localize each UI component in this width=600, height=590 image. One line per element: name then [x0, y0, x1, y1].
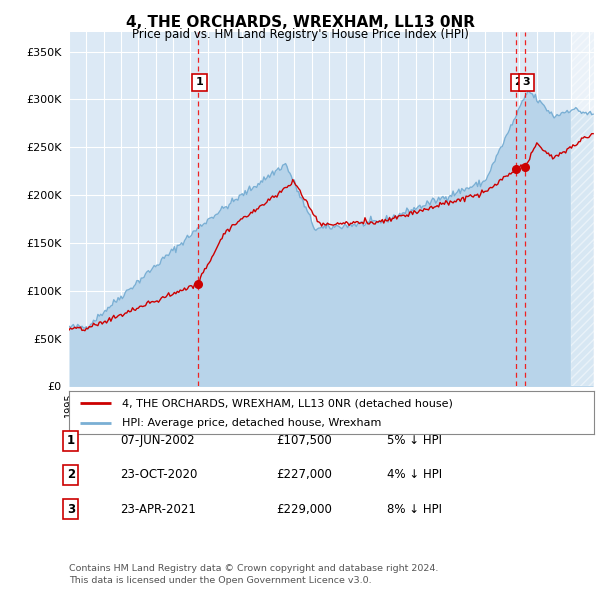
Text: 3: 3 [523, 77, 530, 87]
Text: 1: 1 [196, 77, 203, 87]
Text: 4, THE ORCHARDS, WREXHAM, LL13 0NR (detached house): 4, THE ORCHARDS, WREXHAM, LL13 0NR (deta… [121, 398, 452, 408]
Text: 8% ↓ HPI: 8% ↓ HPI [387, 503, 442, 516]
Text: 4% ↓ HPI: 4% ↓ HPI [387, 468, 442, 481]
Text: 07-JUN-2002: 07-JUN-2002 [120, 434, 194, 447]
Bar [571, 32, 594, 386]
Text: 5% ↓ HPI: 5% ↓ HPI [387, 434, 442, 447]
Text: 3: 3 [67, 503, 75, 516]
Text: Contains HM Land Registry data © Crown copyright and database right 2024.
This d: Contains HM Land Registry data © Crown c… [69, 565, 439, 585]
Text: £107,500: £107,500 [276, 434, 332, 447]
Text: 4, THE ORCHARDS, WREXHAM, LL13 0NR: 4, THE ORCHARDS, WREXHAM, LL13 0NR [125, 15, 475, 30]
Text: Price paid vs. HM Land Registry's House Price Index (HPI): Price paid vs. HM Land Registry's House … [131, 28, 469, 41]
Text: £227,000: £227,000 [276, 468, 332, 481]
Text: 23-APR-2021: 23-APR-2021 [120, 503, 196, 516]
Text: 23-OCT-2020: 23-OCT-2020 [120, 468, 197, 481]
Text: 2: 2 [67, 468, 75, 481]
Text: £229,000: £229,000 [276, 503, 332, 516]
Text: 2: 2 [514, 77, 522, 87]
Text: HPI: Average price, detached house, Wrexham: HPI: Average price, detached house, Wrex… [121, 418, 381, 428]
Text: 1: 1 [67, 434, 75, 447]
